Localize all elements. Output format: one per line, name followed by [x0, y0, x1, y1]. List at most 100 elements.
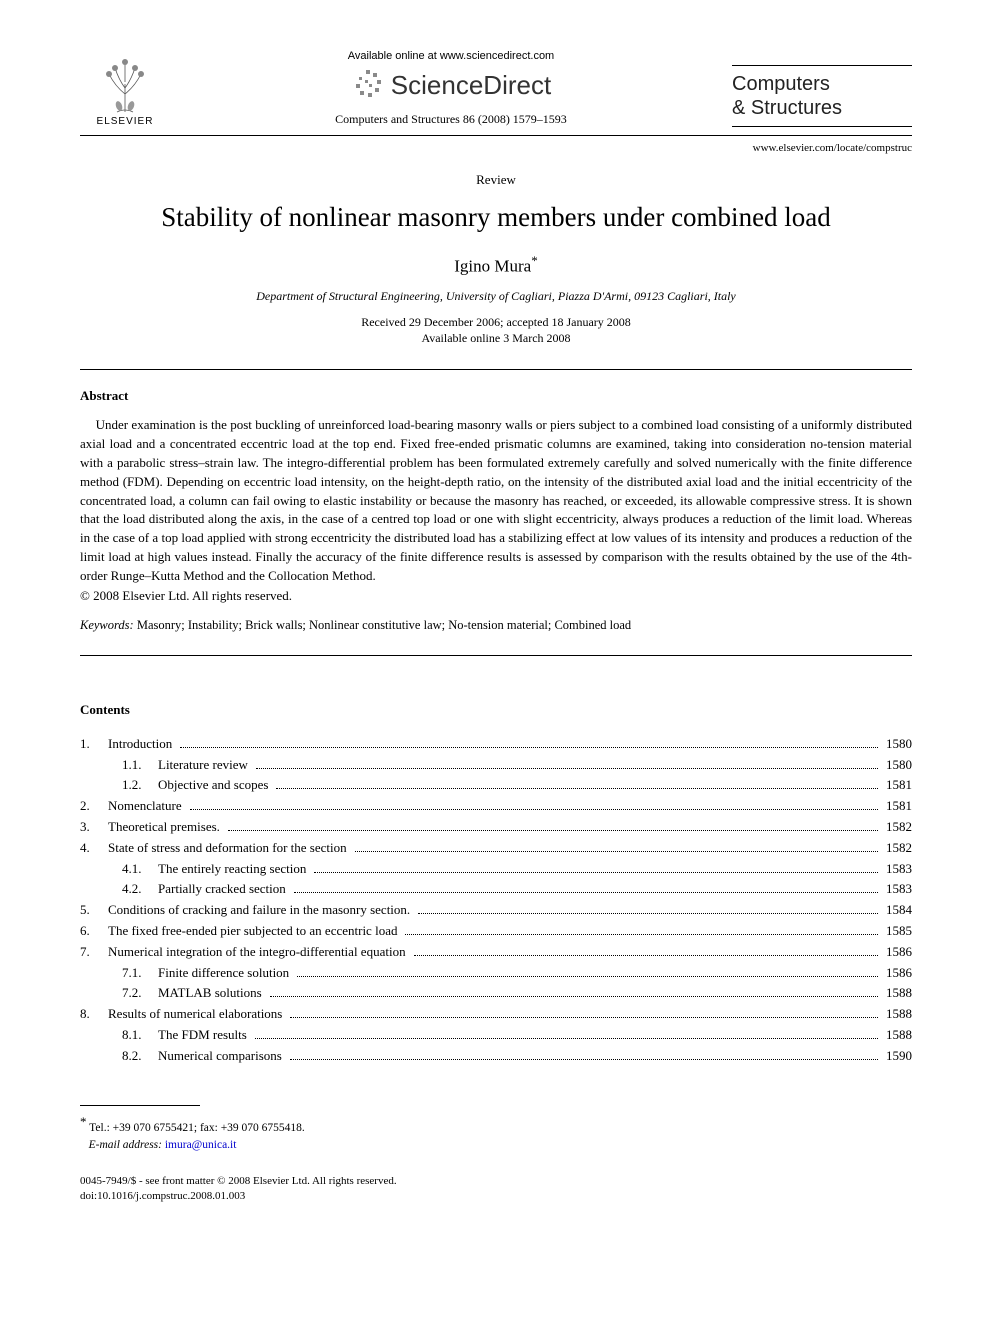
toc-number: 4.: [80, 838, 108, 859]
front-matter-line: 0045-7949/$ - see front matter © 2008 El…: [80, 1174, 912, 1189]
toc-entry[interactable]: 3.Theoretical premises. 1582: [80, 817, 912, 838]
toc-page: 1590: [882, 1046, 912, 1067]
toc-leader-dots: [256, 768, 878, 769]
toc-label: Numerical integration of the integro-dif…: [108, 942, 410, 963]
toc-leader-dots: [180, 747, 878, 748]
sciencedirect-label: ScienceDirect: [391, 70, 551, 101]
sciencedirect-swirl-icon: [351, 68, 385, 102]
publisher-logo-block: ELSEVIER: [80, 54, 170, 127]
publisher-name: ELSEVIER: [97, 116, 154, 127]
footnote-email-line: E-mail address: imura@unica.it: [80, 1137, 912, 1154]
article-title: Stability of nonlinear masonry members u…: [80, 202, 912, 233]
table-of-contents: 1.Introduction 15801.1.Literature review…: [80, 734, 912, 1067]
toc-entry[interactable]: 1.Introduction 1580: [80, 734, 912, 755]
toc-page: 1586: [882, 942, 912, 963]
toc-number: 3.: [80, 817, 108, 838]
toc-page: 1586: [882, 963, 912, 984]
footnote-marker: *: [80, 1114, 87, 1129]
toc-number: 1.1.: [122, 755, 158, 776]
toc-label: Introduction: [108, 734, 176, 755]
toc-number: 1.: [80, 734, 108, 755]
toc-label: Literature review: [158, 755, 252, 776]
toc-entry[interactable]: 1.1.Literature review 1580: [80, 755, 912, 776]
toc-entry[interactable]: 1.2.Objective and scopes 1581: [80, 775, 912, 796]
elsevier-tree-icon: [95, 54, 155, 114]
toc-label: MATLAB solutions: [158, 983, 266, 1004]
toc-leader-dots: [290, 1059, 878, 1060]
page-footer: 0045-7949/$ - see front matter © 2008 El…: [80, 1174, 912, 1205]
toc-entry[interactable]: 8.1.The FDM results 1588: [80, 1025, 912, 1046]
toc-number: 1.2.: [122, 775, 158, 796]
toc-entry[interactable]: 7.Numerical integration of the integro-d…: [80, 942, 912, 963]
article-type: Review: [80, 172, 912, 188]
toc-leader-dots: [314, 872, 878, 873]
toc-number: 7.: [80, 942, 108, 963]
footnote-rule: [80, 1105, 200, 1106]
abstract-heading: Abstract: [80, 388, 912, 404]
toc-leader-dots: [297, 976, 878, 977]
toc-leader-dots: [418, 913, 878, 914]
article-dates: Received 29 December 2006; accepted 18 J…: [80, 314, 912, 348]
toc-page: 1581: [882, 796, 912, 817]
keywords-label: Keywords:: [80, 618, 134, 632]
toc-page: 1588: [882, 1025, 912, 1046]
footnote-contact: * Tel.: +39 070 6755421; fax: +39 070 67…: [80, 1112, 912, 1137]
toc-number: 4.1.: [122, 859, 158, 880]
toc-entry[interactable]: 8.2.Numerical comparisons 1590: [80, 1046, 912, 1067]
available-online-text: Available online at www.sciencedirect.co…: [190, 50, 712, 62]
page-header: ELSEVIER Available online at www.science…: [80, 50, 912, 136]
author-email[interactable]: imura@unica.it: [165, 1139, 237, 1151]
keywords-items: Masonry; Instability; Brick walls; Nonli…: [137, 618, 631, 632]
toc-number: 7.2.: [122, 983, 158, 1004]
affiliation: Department of Structural Engineering, Un…: [80, 289, 912, 304]
toc-leader-dots: [405, 934, 878, 935]
toc-leader-dots: [255, 1038, 878, 1039]
toc-entry[interactable]: 8.Results of numerical elaborations 1588: [80, 1004, 912, 1025]
toc-number: 6.: [80, 921, 108, 942]
sciencedirect-brand: ScienceDirect: [190, 68, 712, 102]
toc-page: 1581: [882, 775, 912, 796]
doi-line: doi:10.1016/j.compstruc.2008.01.003: [80, 1189, 912, 1204]
toc-label: Objective and scopes: [158, 775, 272, 796]
toc-leader-dots: [355, 851, 878, 852]
toc-page: 1583: [882, 859, 912, 880]
toc-entry[interactable]: 5.Conditions of cracking and failure in …: [80, 900, 912, 921]
toc-entry[interactable]: 2.Nomenclature 1581: [80, 796, 912, 817]
received-date: Received 29 December 2006; accepted 18 J…: [80, 314, 912, 331]
online-date: Available online 3 March 2008: [80, 330, 912, 347]
toc-entry[interactable]: 4.1.The entirely reacting section 1583: [80, 859, 912, 880]
toc-entry[interactable]: 7.1.Finite difference solution 1586: [80, 963, 912, 984]
toc-entry[interactable]: 4.State of stress and deformation for th…: [80, 838, 912, 859]
author-marker: *: [531, 253, 538, 268]
toc-page: 1582: [882, 838, 912, 859]
journal-url[interactable]: www.elsevier.com/locate/compstruc: [80, 142, 912, 154]
toc-entry[interactable]: 6.The fixed free-ended pier subjected to…: [80, 921, 912, 942]
toc-number: 8.1.: [122, 1025, 158, 1046]
toc-leader-dots: [294, 892, 878, 893]
author-name: Igino Mura*: [80, 253, 912, 277]
header-center: Available online at www.sciencedirect.co…: [170, 50, 732, 127]
toc-number: 5.: [80, 900, 108, 921]
toc-number: 4.2.: [122, 879, 158, 900]
toc-entry[interactable]: 7.2.MATLAB solutions 1588: [80, 983, 912, 1004]
toc-leader-dots: [270, 996, 878, 997]
toc-label: State of stress and deformation for the …: [108, 838, 351, 859]
toc-entry[interactable]: 4.2.Partially cracked section 1583: [80, 879, 912, 900]
toc-page: 1585: [882, 921, 912, 942]
toc-number: 2.: [80, 796, 108, 817]
toc-page: 1580: [882, 734, 912, 755]
toc-label: The fixed free-ended pier subjected to a…: [108, 921, 401, 942]
toc-leader-dots: [190, 809, 878, 810]
journal-name: Computers & Structures: [732, 65, 912, 127]
divider-top: [80, 369, 912, 370]
corresponding-footnote: * Tel.: +39 070 6755421; fax: +39 070 67…: [80, 1112, 912, 1154]
toc-page: 1588: [882, 1004, 912, 1025]
journal-title-block: Computers & Structures: [732, 65, 912, 127]
toc-label: Numerical comparisons: [158, 1046, 286, 1067]
keywords-line: Keywords: Masonry; Instability; Brick wa…: [80, 618, 912, 633]
email-label: E-mail address:: [89, 1139, 162, 1151]
toc-number: 7.1.: [122, 963, 158, 984]
toc-leader-dots: [276, 788, 878, 789]
toc-leader-dots: [228, 830, 878, 831]
toc-leader-dots: [290, 1017, 878, 1018]
